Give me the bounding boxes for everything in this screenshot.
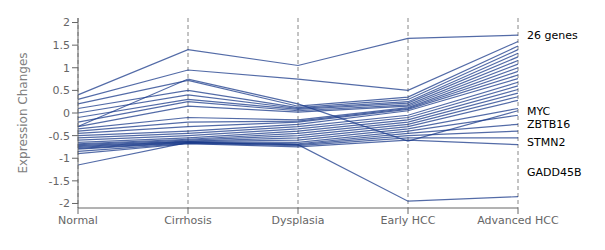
svg-text:-1: -1: [59, 152, 70, 165]
svg-text:0: 0: [63, 107, 70, 120]
svg-text:0.5: 0.5: [53, 84, 71, 97]
svg-text:Expression Changes: Expression Changes: [16, 52, 30, 173]
svg-text:GADD45B: GADD45B: [527, 166, 582, 179]
svg-text:Normal: Normal: [58, 214, 98, 227]
svg-text:-1.5: -1.5: [49, 175, 70, 188]
svg-text:Dysplasia: Dysplasia: [271, 214, 324, 227]
svg-text:2: 2: [63, 16, 70, 29]
svg-text:Early HCC: Early HCC: [381, 214, 436, 227]
svg-text:STMN2: STMN2: [527, 136, 565, 149]
svg-text:Advanced HCC: Advanced HCC: [477, 214, 559, 227]
svg-text:26 genes: 26 genes: [527, 29, 578, 42]
svg-text:ZBTB16: ZBTB16: [527, 118, 570, 131]
svg-text:1.5: 1.5: [53, 39, 71, 52]
svg-text:-2: -2: [59, 197, 70, 210]
svg-text:MYC: MYC: [527, 105, 551, 118]
svg-text:Cirrhosis: Cirrhosis: [164, 214, 212, 227]
svg-text:-0.5: -0.5: [49, 130, 70, 143]
svg-text:1: 1: [63, 62, 70, 75]
